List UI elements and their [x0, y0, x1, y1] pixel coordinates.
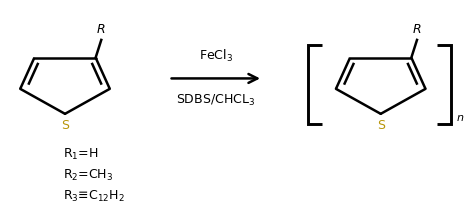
Text: R$_1$=H: R$_1$=H	[63, 147, 98, 162]
Text: SDBS/CHCL$_3$: SDBS/CHCL$_3$	[176, 93, 255, 108]
Text: R$_3$≡C$_{12}$H$_2$: R$_3$≡C$_{12}$H$_2$	[63, 188, 124, 204]
Text: R$_2$=CH$_3$: R$_2$=CH$_3$	[63, 168, 113, 183]
Text: n: n	[457, 113, 464, 123]
Text: R: R	[413, 23, 421, 36]
Text: S: S	[377, 119, 385, 132]
Text: S: S	[61, 119, 69, 132]
Text: FeCl$_3$: FeCl$_3$	[199, 48, 233, 64]
Text: R: R	[97, 23, 106, 36]
